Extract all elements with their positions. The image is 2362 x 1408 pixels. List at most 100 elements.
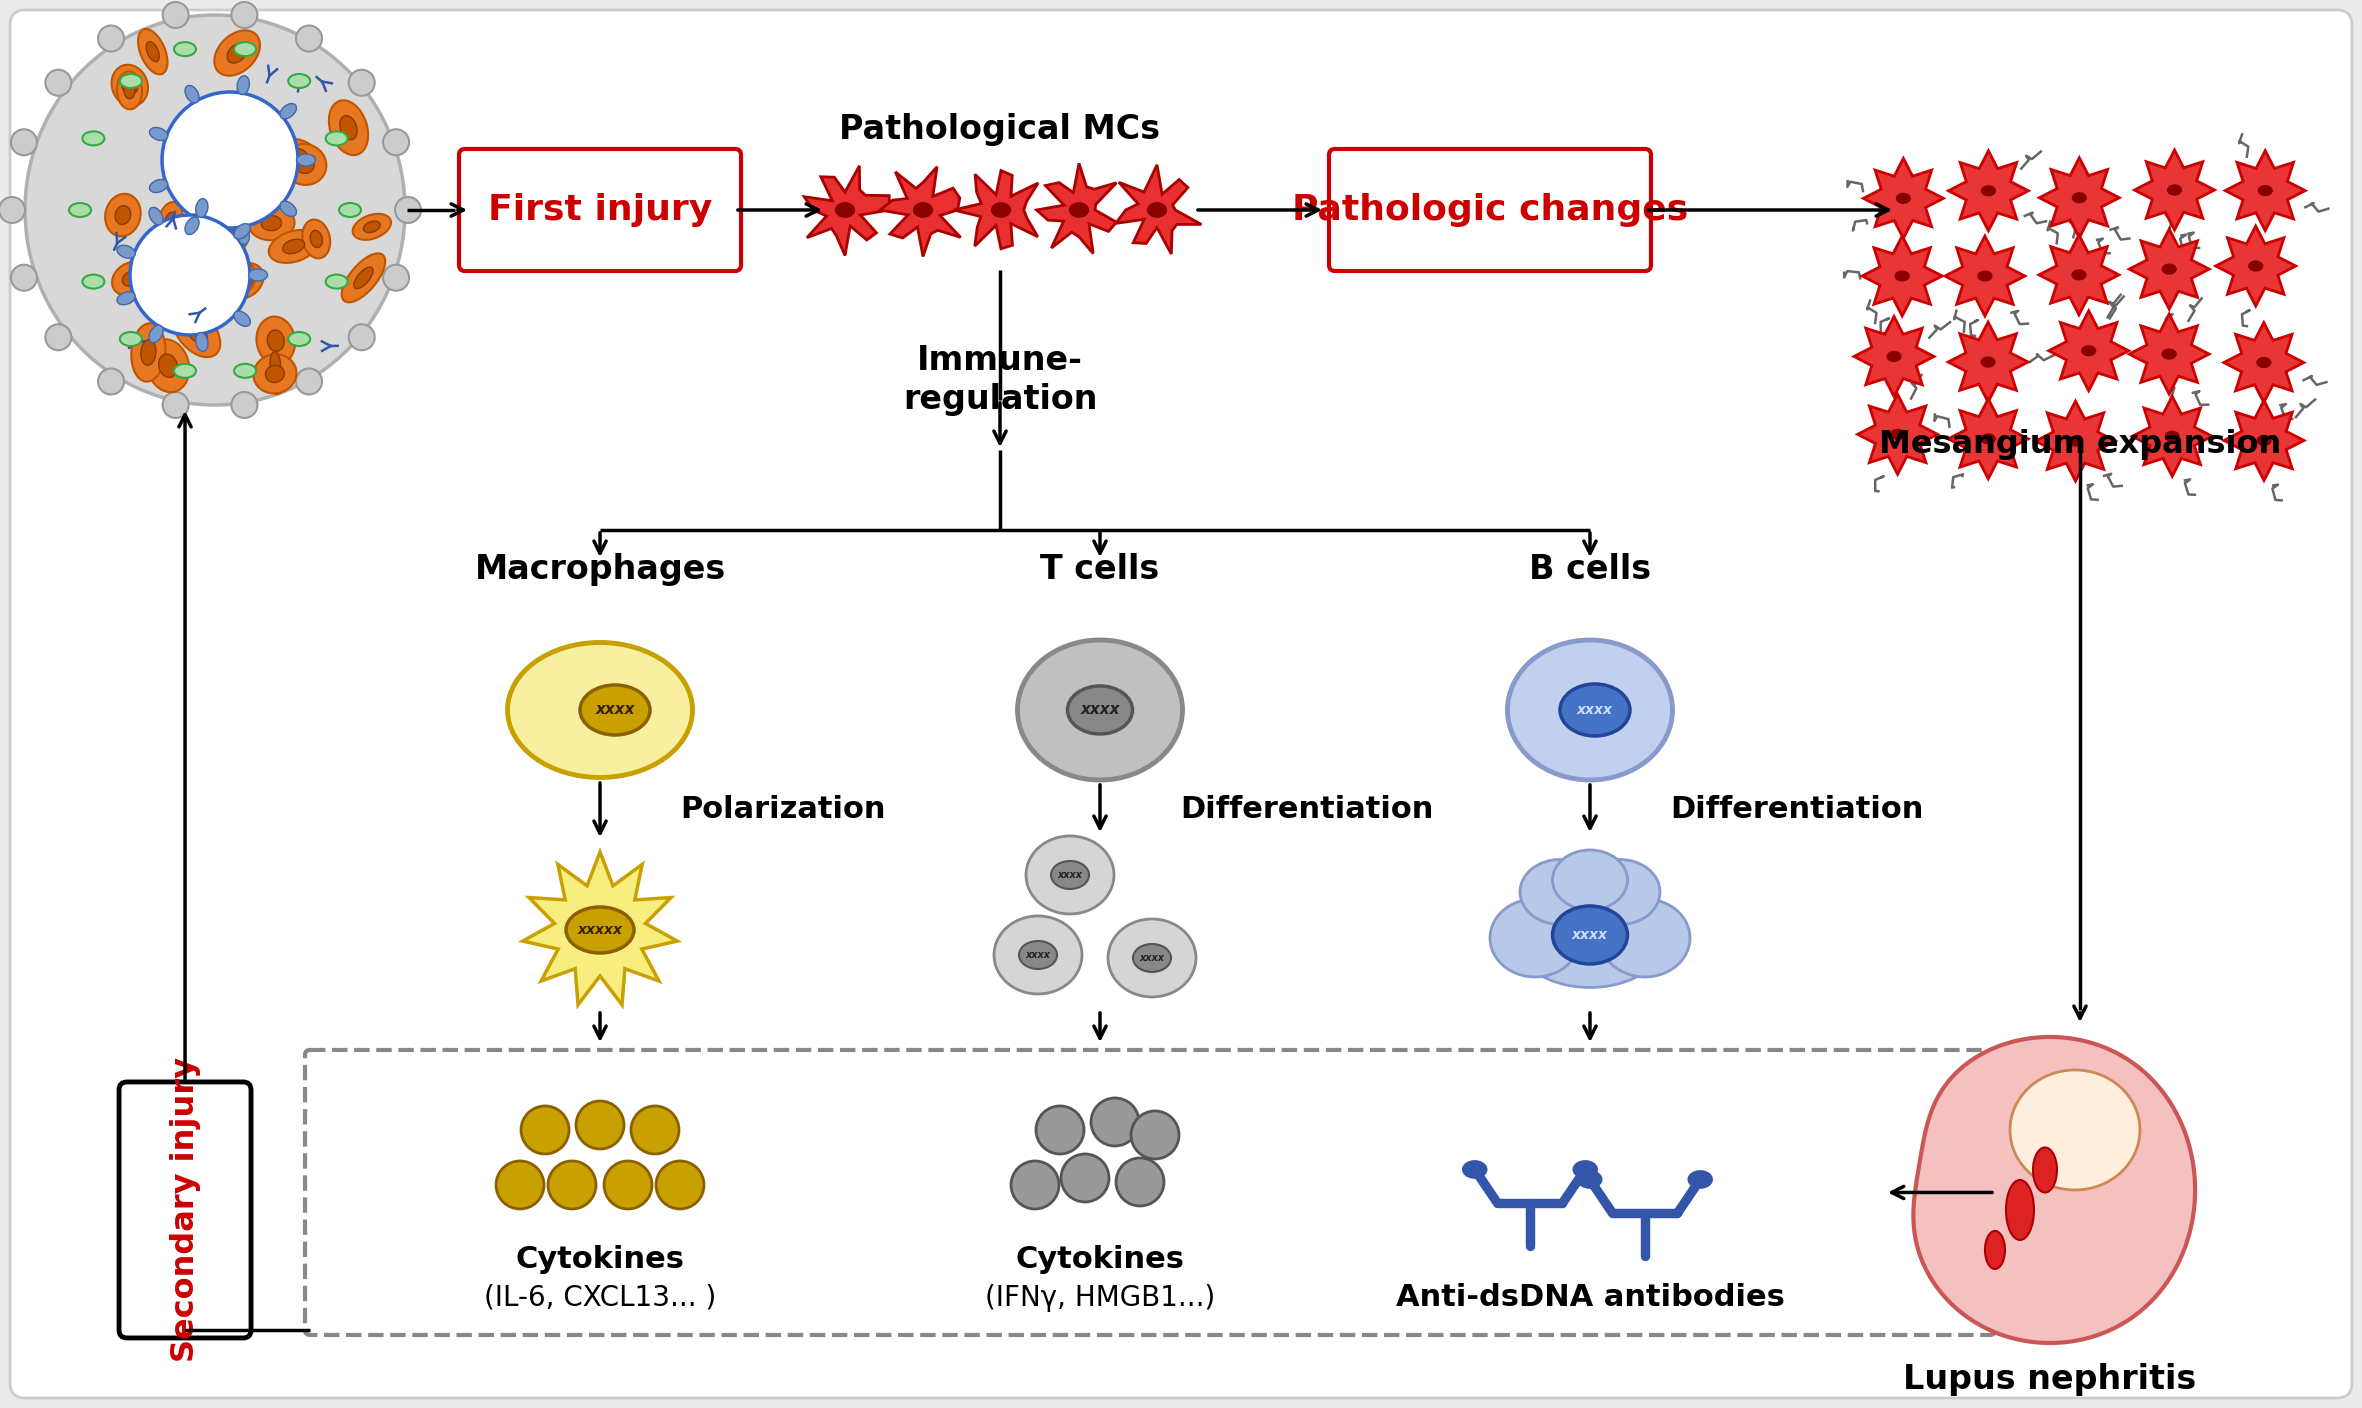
Circle shape [496,1162,543,1209]
Ellipse shape [1108,919,1195,997]
Ellipse shape [180,135,198,152]
Ellipse shape [1512,883,1668,987]
Ellipse shape [1490,898,1580,977]
Polygon shape [2128,314,2208,394]
Ellipse shape [295,155,314,173]
Text: xxxx: xxxx [595,703,635,718]
Circle shape [163,391,189,418]
Circle shape [99,25,125,52]
Text: xxxxx: xxxxx [579,924,624,936]
Ellipse shape [2081,345,2097,356]
Ellipse shape [283,144,326,184]
FancyBboxPatch shape [9,10,2353,1398]
Polygon shape [2036,401,2116,482]
Ellipse shape [229,270,246,286]
Text: Immune-
regulation: Immune- regulation [902,345,1098,415]
Ellipse shape [1051,860,1089,888]
Ellipse shape [184,86,198,103]
Ellipse shape [83,275,104,289]
Ellipse shape [1897,193,1911,204]
Ellipse shape [135,269,149,289]
Text: B cells: B cells [1528,553,1651,587]
Ellipse shape [1977,270,1994,282]
Circle shape [522,1105,569,1155]
Ellipse shape [262,215,281,231]
Ellipse shape [288,75,309,87]
Ellipse shape [106,194,142,237]
Circle shape [1011,1162,1058,1209]
Text: Pathological MCs: Pathological MCs [839,114,1160,146]
Ellipse shape [302,220,331,259]
Ellipse shape [2071,191,2088,203]
Ellipse shape [111,262,149,296]
Ellipse shape [241,125,262,137]
Circle shape [394,197,420,222]
Ellipse shape [2067,435,2083,446]
Ellipse shape [1887,351,1901,362]
Ellipse shape [2258,184,2272,196]
Ellipse shape [1599,898,1689,977]
Ellipse shape [1982,434,1996,445]
Ellipse shape [191,189,227,221]
Circle shape [130,215,250,335]
Ellipse shape [1573,1160,1599,1178]
Ellipse shape [123,76,137,94]
Ellipse shape [172,307,220,358]
Ellipse shape [1982,186,1996,196]
Ellipse shape [508,642,692,777]
Ellipse shape [2010,1070,2140,1190]
Ellipse shape [68,203,92,217]
Polygon shape [1857,394,1937,474]
Ellipse shape [276,139,321,172]
Circle shape [383,130,409,155]
Ellipse shape [123,272,139,286]
Ellipse shape [2256,358,2272,367]
Ellipse shape [26,15,404,406]
Polygon shape [522,852,678,1005]
Polygon shape [1944,237,2024,315]
Ellipse shape [158,201,182,239]
Ellipse shape [288,332,309,346]
Ellipse shape [2164,431,2180,442]
Polygon shape [1949,151,2029,231]
Text: xxxx: xxxx [1079,703,1120,718]
Polygon shape [2128,230,2208,310]
Circle shape [657,1162,704,1209]
Polygon shape [1037,163,1117,253]
Ellipse shape [1521,859,1599,925]
Ellipse shape [1068,686,1131,734]
Ellipse shape [123,82,135,99]
Polygon shape [954,170,1037,249]
Circle shape [45,324,71,351]
Ellipse shape [118,245,135,258]
Ellipse shape [912,203,933,218]
Ellipse shape [1552,850,1627,910]
Circle shape [0,197,26,222]
Ellipse shape [262,335,288,394]
Ellipse shape [120,332,142,346]
Ellipse shape [291,148,309,163]
Ellipse shape [298,153,317,166]
Ellipse shape [182,158,196,177]
Text: Mesangium expansion: Mesangium expansion [1878,429,2282,460]
Ellipse shape [326,275,347,289]
Text: Polarization: Polarization [680,796,886,825]
Ellipse shape [229,227,241,241]
Ellipse shape [149,207,163,225]
Ellipse shape [281,104,298,118]
Ellipse shape [1979,356,1996,367]
Polygon shape [2225,322,2303,403]
Ellipse shape [1148,203,1167,218]
Circle shape [45,70,71,96]
Ellipse shape [309,231,321,248]
Ellipse shape [1686,1170,1712,1188]
Ellipse shape [269,230,319,263]
Ellipse shape [1894,270,1911,282]
Ellipse shape [2249,260,2263,272]
Ellipse shape [340,115,357,139]
Ellipse shape [222,218,248,249]
Ellipse shape [283,239,305,253]
Ellipse shape [248,269,267,282]
Text: Cytokines: Cytokines [515,1246,685,1274]
Circle shape [1115,1157,1164,1207]
